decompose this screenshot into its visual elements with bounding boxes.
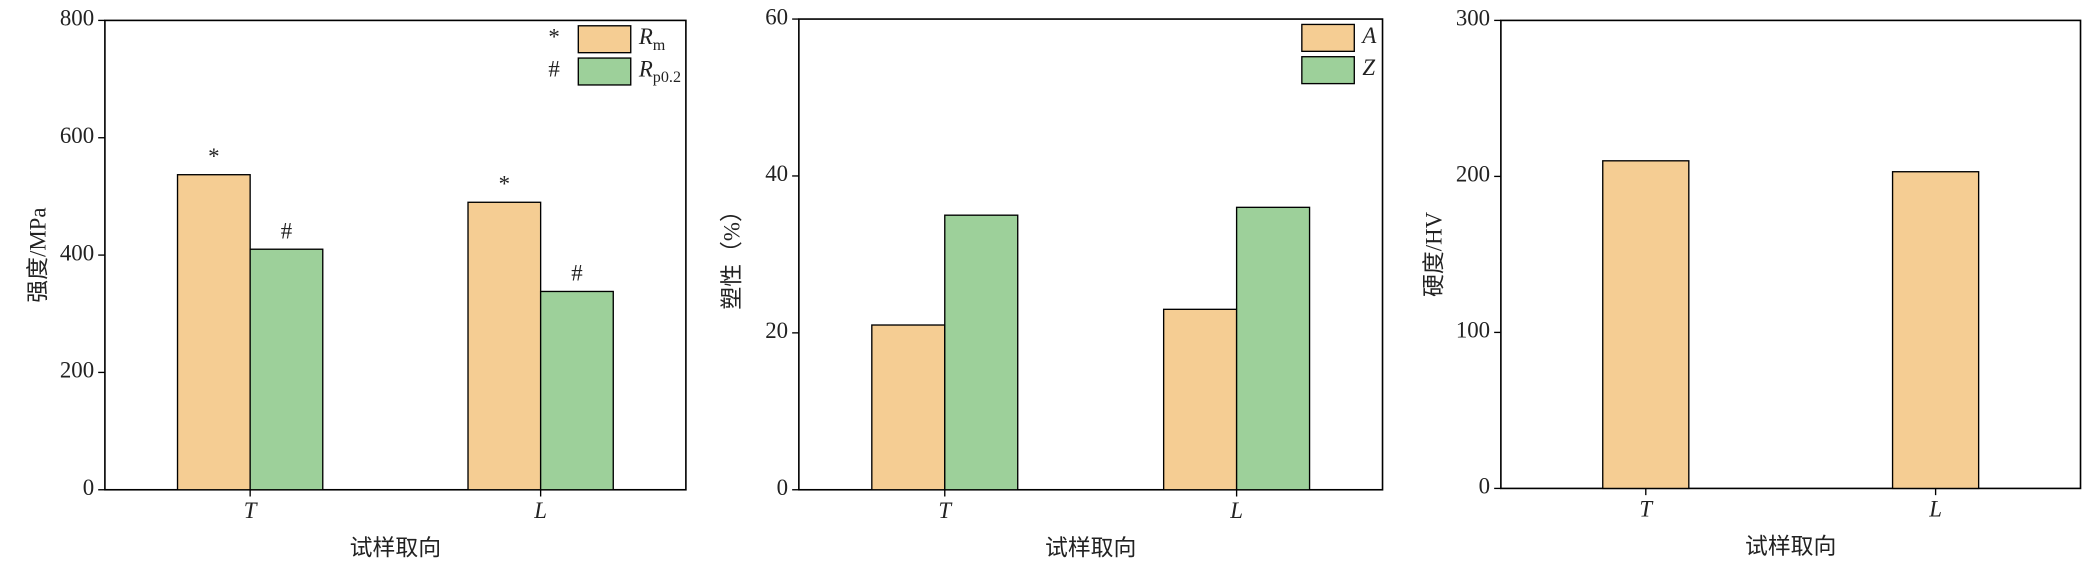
legend-marker: # (548, 57, 560, 82)
bar (1235, 206, 1311, 491)
x-axis-label: 试样取向 (1745, 534, 1836, 559)
plot-frame (1500, 19, 2082, 490)
legend-marker: * (548, 24, 559, 49)
chart: 0 200 400 600 800 强度/MPa 试样取向 T * # L * # * Rm # Rp0.2 (26, 6, 687, 561)
y-tick-label: 600 (60, 123, 94, 148)
legend-swatch (1301, 23, 1355, 53)
bar-annotation: # (571, 261, 583, 286)
x-axis-label: 试样取向 (350, 536, 441, 561)
legend-label: A (1360, 23, 1377, 48)
legend-swatch (577, 57, 632, 86)
y-tick-label: 60 (765, 4, 788, 29)
y-tick-label: 0 (777, 475, 788, 500)
bar (871, 324, 946, 491)
legend-name: A (1360, 23, 1377, 48)
bar (467, 201, 542, 491)
legend-name: Z (1362, 55, 1375, 80)
legend-swatch (1301, 56, 1355, 85)
y-tick-label: 0 (1479, 474, 1490, 499)
x-tick-label: T (1639, 497, 1654, 522)
y-axis-label: 硬度/HV (1422, 211, 1447, 297)
y-axis-label: 塑性（%） (720, 199, 745, 309)
plot-frame (798, 18, 1384, 491)
x-tick-label: T (244, 498, 259, 523)
y-tick-label: 300 (1456, 6, 1490, 31)
x-axis-label: 试样取向 (1045, 536, 1136, 561)
y-tick-label: 200 (1456, 162, 1490, 187)
bar (539, 290, 614, 491)
x-tick-label: L (1229, 498, 1243, 523)
y-tick-label: 200 (60, 358, 94, 383)
bar (1162, 308, 1238, 491)
bar (944, 214, 1019, 491)
bar-annotation: * (499, 171, 510, 196)
bar (1602, 160, 1690, 490)
bar-annotation: # (281, 218, 293, 243)
x-tick-label: L (1928, 497, 1942, 522)
legend-swatch (577, 25, 632, 54)
bar (1891, 171, 1980, 490)
y-tick-label: 400 (60, 240, 94, 265)
chart: 0 100 200 300 硬度/HV 试样取向 T L (1422, 6, 2082, 559)
bar-annotation: * (208, 144, 219, 169)
legend-subscript: m (653, 37, 666, 54)
bar (176, 174, 251, 491)
plot-frame (104, 19, 687, 491)
bar (249, 248, 324, 491)
chart: 0 20 40 60 塑性（%） 试样取向 T L AZ (720, 4, 1384, 561)
legend-label: Rp0.2 (638, 57, 681, 86)
legend-name: R (638, 24, 653, 49)
legend-subscript: p0.2 (653, 69, 681, 86)
x-tick-label: T (938, 498, 953, 523)
y-tick-label: 20 (765, 318, 788, 343)
x-tick-label: L (533, 498, 547, 523)
y-axis-label: 强度/MPa (26, 207, 51, 302)
legend-name: R (638, 57, 653, 82)
y-tick-label: 40 (765, 161, 788, 186)
y-tick-label: 100 (1456, 318, 1490, 343)
y-tick-label: 0 (83, 475, 94, 500)
legend-label: Rm (638, 24, 666, 53)
legend-label: Z (1362, 55, 1375, 80)
y-tick-label: 800 (60, 6, 94, 31)
